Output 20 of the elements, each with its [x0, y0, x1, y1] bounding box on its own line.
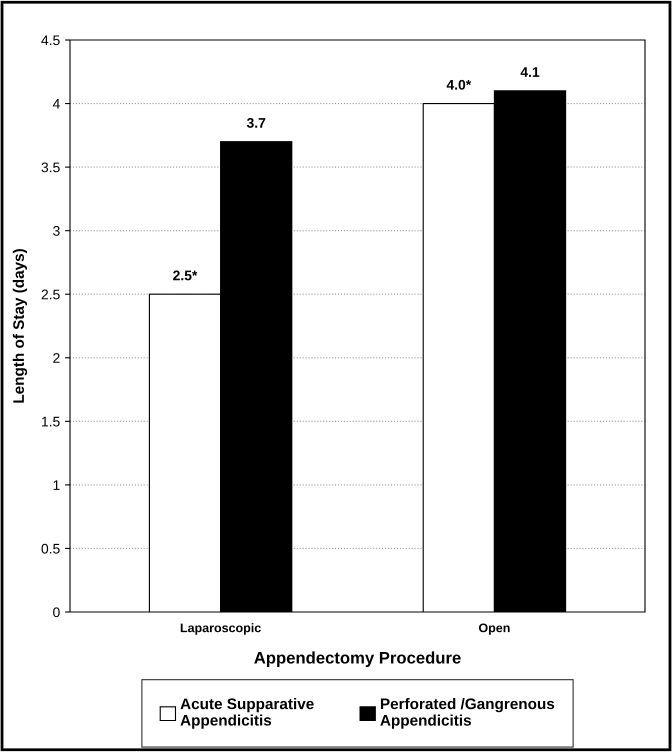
y-tick-label: 1 [54, 480, 60, 490]
y-tick-label: 3 [53, 226, 60, 236]
y-tick-label: 1.5 [42, 416, 60, 427]
y-tick-label: 0 [53, 607, 60, 618]
x-tick-label: Open [478, 623, 510, 635]
y-tick-label: 3.5 [42, 162, 60, 172]
data-label: 3.7 [246, 118, 266, 128]
data-label: 2.5* [173, 270, 198, 280]
y-tick-label: 2.5 [42, 290, 60, 300]
legend-label: Acute Supparative Appendicitis [180, 698, 314, 729]
y-tick-label: 4.5 [41, 35, 60, 46]
y-tick-label: 4 [52, 99, 60, 109]
legend-label: Perforated /Gangrenous Appendicitis [380, 698, 554, 729]
x-tick-label: Laparoscopic [180, 623, 261, 635]
data-label: 4.1 [520, 67, 540, 77]
y-tick-label: 0.5 [42, 544, 60, 554]
y-axis-title: Length of Stay (days) [12, 249, 28, 403]
data-label: 4.0* [446, 80, 472, 90]
x-axis-title: Appendectomy Procedure [254, 651, 461, 667]
y-tick-label: 2 [53, 353, 60, 363]
